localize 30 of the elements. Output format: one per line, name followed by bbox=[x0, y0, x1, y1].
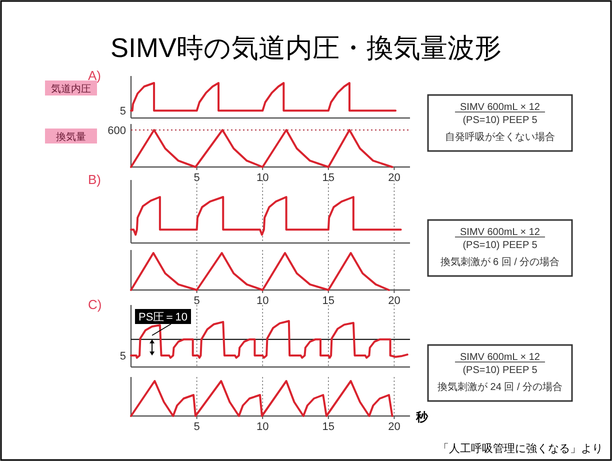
chart-subtitle: A) bbox=[88, 68, 101, 83]
ylabel-box: 気道内圧 bbox=[45, 80, 97, 96]
x-tick-label: 5 bbox=[194, 172, 200, 184]
x-tick-label: 10 bbox=[256, 421, 269, 433]
chart-title: SIMV時の気道内圧・換気量波形 bbox=[110, 33, 502, 63]
x-tick-label: 5 bbox=[194, 421, 200, 433]
text: 5 bbox=[120, 106, 126, 118]
x-axis-title: 秒 bbox=[415, 410, 429, 424]
x-tick-label: 20 bbox=[388, 421, 400, 433]
x-tick-label: 20 bbox=[388, 172, 400, 184]
text: 「人工呼吸管理に強くなる」より bbox=[438, 442, 603, 455]
x-tick-label: 5 bbox=[194, 295, 200, 307]
note-box: SIMV 600mL × 12 (PS=10) PEEP 5 換気刺激が 24 回 / 分の場合 bbox=[427, 344, 573, 402]
ref-line-label: PS圧＝10 bbox=[138, 312, 188, 324]
chart-subtitle: B) bbox=[88, 172, 101, 187]
ylabel-box: 換気量 bbox=[45, 128, 97, 144]
x-tick-label: 10 bbox=[256, 295, 269, 307]
x-tick-label: 20 bbox=[388, 295, 400, 307]
x-tick-label: 15 bbox=[322, 295, 335, 307]
text: 600 bbox=[108, 125, 126, 137]
y-axis-title: 気道内圧 bbox=[51, 83, 91, 95]
note-box: SIMV 600mL × 12 (PS=10) PEEP 5 自発呼吸が全くない場合 bbox=[427, 94, 573, 152]
chart-subtitle: C) bbox=[88, 297, 102, 312]
x-tick-label: 15 bbox=[322, 421, 335, 433]
note-box: SIMV 600mL × 12 (PS=10) PEEP 5 換気刺激が 6 回 / 分の場合 bbox=[427, 219, 573, 277]
x-tick-label: 10 bbox=[256, 172, 269, 184]
x-tick-label: 15 bbox=[322, 172, 335, 184]
text: 5 bbox=[120, 350, 126, 362]
y-axis-title: 換気量 bbox=[56, 131, 86, 143]
label-box: PS圧＝10 bbox=[135, 309, 191, 324]
